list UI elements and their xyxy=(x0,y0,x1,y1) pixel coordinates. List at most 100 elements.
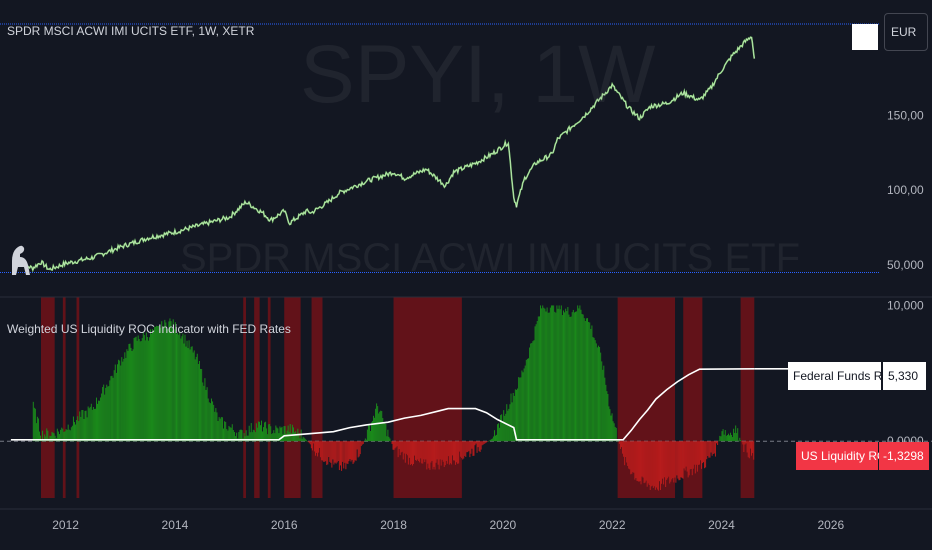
roc-bar xyxy=(709,441,711,458)
roc-bar xyxy=(323,441,325,462)
roc-bar xyxy=(529,347,531,442)
roc-bar xyxy=(733,428,735,442)
roc-bar xyxy=(171,327,173,442)
roc-bar xyxy=(103,384,105,442)
roc-bar xyxy=(630,441,632,475)
roc-bar xyxy=(158,325,160,442)
roc-bar xyxy=(201,369,203,442)
roc-bar xyxy=(652,441,654,488)
roc-bar xyxy=(693,441,695,465)
roc-bar xyxy=(481,441,483,446)
roc-bar xyxy=(51,431,53,442)
roc-bar xyxy=(153,331,155,442)
roc-bar xyxy=(688,441,690,476)
roc-bar xyxy=(79,411,81,442)
roc-bar xyxy=(470,441,472,454)
roc-bar xyxy=(739,437,741,442)
roc-bar xyxy=(565,308,567,442)
roc-bar xyxy=(513,395,515,442)
roc-bar xyxy=(510,393,512,442)
roc-bar xyxy=(687,441,689,478)
roc-bar xyxy=(644,441,646,483)
year-tick-label: 2018 xyxy=(380,518,407,532)
roc-bar xyxy=(526,358,528,442)
roc-bar xyxy=(302,436,304,442)
roc-bar xyxy=(197,364,199,442)
roc-bar xyxy=(68,429,70,442)
roc-bar xyxy=(218,417,220,442)
roc-bar xyxy=(183,343,185,442)
roc-bar xyxy=(326,441,328,466)
roc-bar xyxy=(460,441,462,457)
roc-bar xyxy=(619,441,621,449)
roc-bar xyxy=(421,441,423,464)
roc-bar xyxy=(152,329,154,442)
roc-bar xyxy=(647,441,649,484)
roc-bar xyxy=(626,441,628,463)
roc-bar xyxy=(67,424,69,442)
roc-bar xyxy=(749,441,751,449)
roc-bar xyxy=(328,441,330,458)
roc-bar xyxy=(169,318,171,442)
roc-bar xyxy=(581,313,583,442)
roc-bar xyxy=(485,441,487,443)
roc-bar xyxy=(322,441,324,461)
roc-bar xyxy=(543,307,545,442)
roc-bar xyxy=(461,441,463,459)
roc-bar xyxy=(263,427,265,442)
roc-bar xyxy=(102,387,104,442)
roc-bar xyxy=(247,435,249,442)
roc-bar xyxy=(717,441,719,445)
roc-bar xyxy=(545,311,547,442)
roc-bar xyxy=(192,352,194,442)
roc-bar xyxy=(64,431,66,442)
roc-bar xyxy=(256,427,258,442)
roc-bar xyxy=(245,430,247,442)
roc-bar xyxy=(596,347,598,442)
roc-bar xyxy=(705,441,707,468)
roc-bar xyxy=(570,316,572,442)
roc-bar xyxy=(694,441,696,474)
roc-bar xyxy=(476,441,478,453)
roc-bar xyxy=(162,332,164,442)
roc-bar xyxy=(231,424,233,442)
roc-bar xyxy=(610,415,612,442)
roc-bar xyxy=(514,389,516,442)
roc-bar xyxy=(429,441,431,470)
color-swatch[interactable] xyxy=(852,24,878,50)
roc-bar xyxy=(230,427,232,442)
roc-bar xyxy=(439,441,441,460)
roc-bar xyxy=(208,402,210,442)
roc-bar xyxy=(600,352,602,442)
roc-bar xyxy=(115,372,117,442)
roc-bar xyxy=(537,316,539,442)
roc-bar xyxy=(386,436,388,442)
roc-bar xyxy=(408,441,410,458)
currency-button[interactable]: EUR xyxy=(884,13,928,51)
roc-bar xyxy=(535,324,537,442)
roc-bar xyxy=(278,433,280,442)
roc-bar xyxy=(35,423,37,442)
roc-bar xyxy=(136,340,138,442)
roc-bar xyxy=(81,410,83,442)
red-zone-6 xyxy=(284,297,301,498)
roc-bar xyxy=(502,422,504,442)
roc-bar xyxy=(259,425,261,442)
roc-bar xyxy=(483,441,485,444)
roc-bar xyxy=(65,429,67,442)
roc-bar xyxy=(737,428,739,442)
price-line xyxy=(19,36,756,273)
roc-bar xyxy=(566,311,568,442)
roc-bar xyxy=(651,441,653,486)
roc-bar xyxy=(131,351,133,442)
roc-bar xyxy=(265,421,267,442)
roc-bar xyxy=(195,356,197,442)
roc-bar xyxy=(400,441,402,453)
roc-bar xyxy=(300,429,302,442)
roc-bar xyxy=(484,441,486,444)
roc-bar xyxy=(392,441,394,450)
roc-bar xyxy=(232,430,234,442)
roc-bar xyxy=(656,441,658,490)
year-tick-label: 2014 xyxy=(162,518,189,532)
roc-bar xyxy=(741,441,743,443)
